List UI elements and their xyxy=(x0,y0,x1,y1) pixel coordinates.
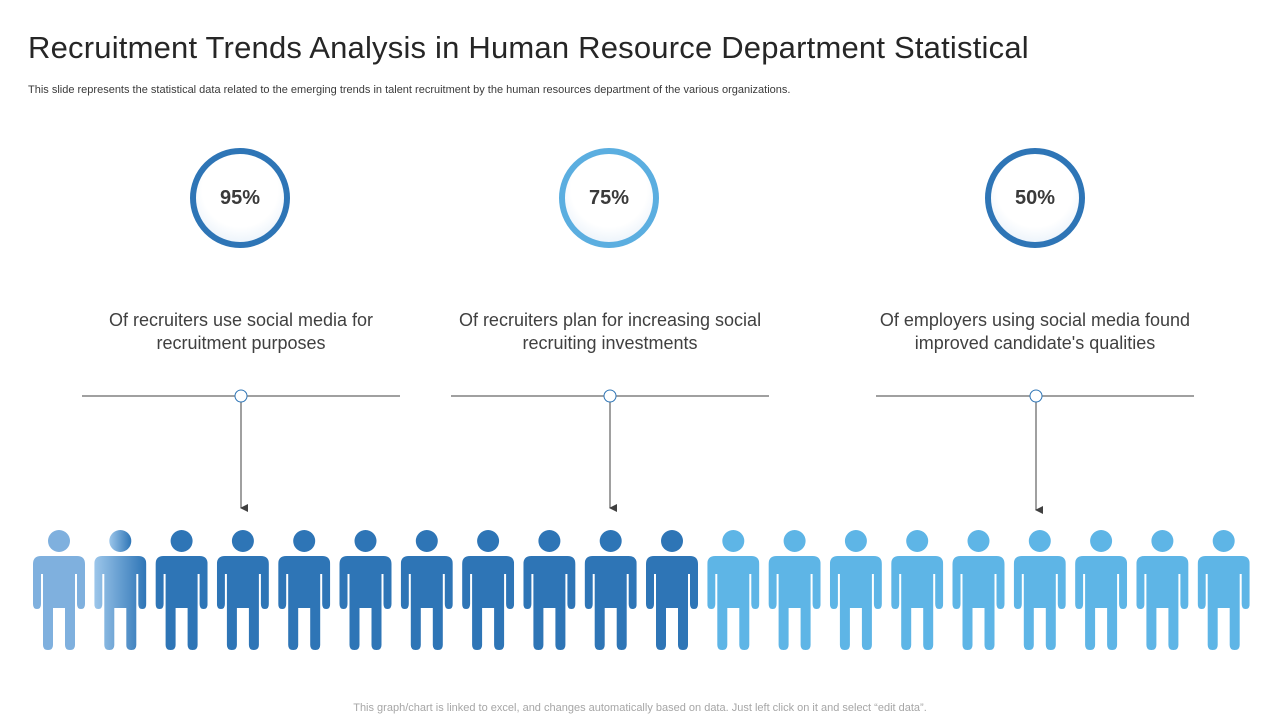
stat-description-3-line2: improved candidate's qualities xyxy=(914,333,1156,353)
person-icon xyxy=(155,530,208,650)
stat-value-3: 50% xyxy=(1014,186,1056,209)
person-icon xyxy=(584,530,637,650)
person-icon xyxy=(94,530,147,650)
connector-1 xyxy=(82,389,400,512)
person-icon xyxy=(523,530,576,650)
person-icon xyxy=(1197,530,1250,650)
person-icon xyxy=(829,530,882,650)
person-icon xyxy=(891,530,944,650)
person-icon xyxy=(707,530,760,650)
stat-description-1-line2: recruitment purposes xyxy=(156,333,326,353)
person-icon xyxy=(1075,530,1128,650)
stat-value-2: 75% xyxy=(588,186,630,209)
person-icon xyxy=(33,530,85,650)
stat-description-1: Of recruiters use social media for recru… xyxy=(71,309,411,355)
person-icon xyxy=(768,530,821,650)
stat-description-3: Of employers using social media found im… xyxy=(865,309,1205,355)
person-icon xyxy=(1136,530,1189,650)
stat-description-2-line1: Of recruiters plan for increasing social xyxy=(458,310,762,330)
person-icon xyxy=(1013,530,1066,650)
stat-value-1: 95% xyxy=(219,186,261,209)
stat-description-2-line2: recruiting investments xyxy=(522,333,698,353)
stat-description-3-line1: Of employers using social media found xyxy=(879,310,1191,330)
stat-circle-3: 50% xyxy=(985,148,1085,248)
stat-description-2: Of recruiters plan for increasing social… xyxy=(440,309,780,355)
person-icon xyxy=(646,530,698,650)
person-icon xyxy=(400,530,453,650)
stat-circle-2: 75% xyxy=(559,148,659,248)
person-icon xyxy=(462,530,515,650)
person-icon xyxy=(278,530,331,650)
footer-note: This graph/chart is linked to excel, and… xyxy=(353,702,927,714)
page-subtitle: This slide represents the statistical da… xyxy=(28,84,791,96)
person-icon xyxy=(216,530,269,650)
page-title: Recruitment Trends Analysis in Human Res… xyxy=(28,30,1029,65)
connector-3 xyxy=(876,389,1194,514)
person-icon xyxy=(952,530,1005,650)
person-icon xyxy=(339,530,392,650)
stat-circle-1: 95% xyxy=(190,148,290,248)
connector-2 xyxy=(451,389,769,512)
stat-description-1-line1: Of recruiters use social media for xyxy=(108,310,374,330)
